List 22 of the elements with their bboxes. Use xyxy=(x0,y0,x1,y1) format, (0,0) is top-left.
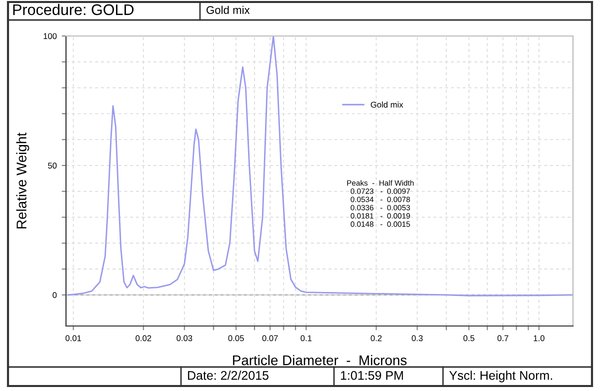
x-tick-label: 1.0 xyxy=(534,335,544,342)
y-tick-label: 0 xyxy=(52,292,57,298)
x-tick-label: 0.01 xyxy=(66,335,82,342)
x-axis-title: Particle Diameter - Microns xyxy=(233,355,407,366)
x-tick-label: 0.03 xyxy=(176,335,192,342)
x-tick-label: 0.7 xyxy=(497,335,508,342)
x-tick-label: 0.07 xyxy=(262,335,278,342)
y-tick-label: 50 xyxy=(48,162,57,169)
chart-title: Procedure: GOLD xyxy=(13,4,134,16)
text: Yscl: Height Norm. xyxy=(449,370,552,382)
x-tick-label: 0.3 xyxy=(412,335,423,342)
text: Date: 2/2/2015 xyxy=(188,370,268,380)
x-tick-label: 0.1 xyxy=(300,335,312,342)
x-tick-label: 0.2 xyxy=(370,335,382,342)
x-tick-label: 0.05 xyxy=(228,335,244,342)
x-tick-label: 0.5 xyxy=(463,335,474,342)
y-tick-label: 100 xyxy=(44,33,57,40)
legend-label: Gold mix xyxy=(370,102,404,108)
x-tick-label: 0.02 xyxy=(136,335,152,342)
chart-subtitle: Gold mix xyxy=(206,6,250,14)
y-axis-title: Relative Weight xyxy=(16,132,30,228)
text: 1:01:59 PM xyxy=(340,371,403,380)
